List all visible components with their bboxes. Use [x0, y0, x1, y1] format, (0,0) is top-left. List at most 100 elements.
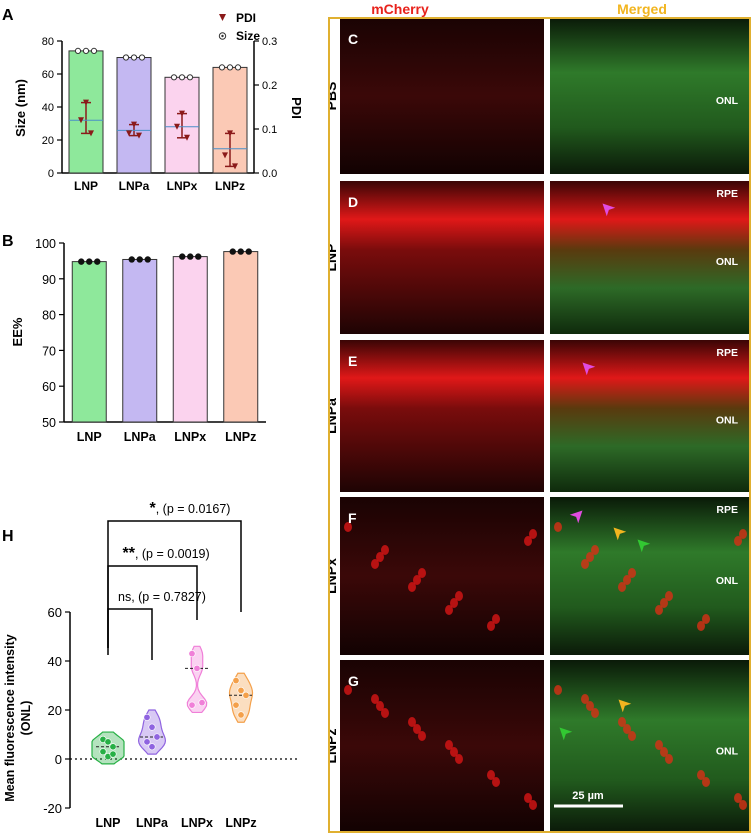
cell-red: [529, 800, 537, 810]
h-x-tick-label: LNP: [96, 816, 121, 830]
b-y-tick-label: 70: [42, 344, 56, 358]
h-point: [109, 750, 117, 758]
micro-tag-onl: ONL: [716, 575, 739, 587]
cell-merged: [628, 568, 636, 578]
cell-merged: [655, 740, 663, 750]
h-point: [148, 723, 156, 731]
micro-image-mcherry: [340, 497, 544, 655]
h-y-tick-label: 0: [55, 752, 62, 767]
col-separator: [544, 18, 550, 832]
b-point: [187, 253, 194, 260]
h-y-axis-label-line2: (ONL): [19, 701, 33, 736]
a-pdi-point: [222, 152, 228, 159]
b-point: [94, 258, 101, 265]
cell-red: [492, 614, 500, 624]
cell-red: [381, 708, 389, 718]
h-sig-bracket: [107, 565, 198, 648]
panel-b-chart: B EE% 50 60 70 80 90 100 LNP LNPa LNPx LNPz: [2, 233, 266, 444]
cell-merged: [702, 614, 710, 624]
a-y2-tick-label: 0.2: [262, 80, 277, 92]
a-pdi-point: [78, 117, 84, 124]
cell-merged: [739, 800, 747, 810]
h-sig-bracket: [107, 520, 242, 648]
cell-merged: [702, 777, 710, 787]
cell-red: [450, 747, 458, 757]
micro-row-label: LNPx: [328, 558, 339, 594]
h-point: [237, 711, 245, 719]
cell-red: [413, 724, 421, 734]
b-point: [245, 248, 252, 255]
a-size-point: [170, 74, 178, 81]
micro-image-mcherry: [340, 340, 544, 492]
h-violin: [186, 645, 208, 714]
cell-red: [408, 717, 416, 727]
arrow-marker: [613, 527, 627, 541]
h-y-tick-label: 60: [48, 605, 62, 620]
cell-red: [381, 545, 389, 555]
cell-red: [524, 536, 532, 546]
microscopy-grid: mCherry Merged C PBS ONL D LNP RPE ONL E LNPa RPE…: [328, 1, 751, 833]
h-x-tick-label: LNPz: [225, 816, 256, 830]
micro-image-mcherry: [340, 18, 544, 174]
cell-merged: [591, 545, 599, 555]
a-x-tick-label: LNPz: [215, 179, 245, 193]
a-pdi-point: [174, 123, 180, 130]
b-bar: [172, 256, 208, 423]
micro-tag-onl: ONL: [716, 95, 739, 107]
b-y-tick-label: 80: [42, 309, 56, 323]
h-y-axis-label-line1: Mean fluorescence intensity: [3, 634, 17, 801]
legend-size-label: Size: [236, 29, 260, 43]
h-point: [232, 677, 240, 685]
arrow-marker: [618, 699, 632, 713]
legend-pdi-marker: [219, 14, 226, 21]
cell-red: [344, 685, 352, 695]
micro-tag-rpe: RPE: [716, 504, 738, 516]
b-y-tick-label: 60: [42, 380, 56, 394]
micro-panel-letter: E: [348, 353, 357, 369]
panel-a-chart: A Size (nm) PDI PDI Size 0 20 40 60 80 0.0 0.1…: [2, 7, 304, 193]
a-size-point: [122, 54, 130, 61]
cell-merged: [623, 724, 631, 734]
a-pdi-point: [227, 130, 233, 137]
h-x-tick-label: LNPa: [136, 816, 169, 830]
h-y-tick-label: 40: [48, 654, 62, 669]
a-pdi-point: [88, 130, 94, 137]
a-x-tick-label: LNP: [74, 179, 98, 193]
a-legend: PDI Size: [218, 11, 260, 43]
h-point: [232, 701, 240, 709]
a-y2-axis-label: PDI: [289, 97, 304, 119]
a-size-point: [138, 54, 146, 61]
b-y-tick-label: 50: [42, 416, 56, 430]
legend-pdi-label: PDI: [236, 11, 256, 25]
cell-red: [418, 568, 426, 578]
micro-rows: C PBS ONL D LNP RPE ONL E LNPa RPE ONL F LNPx RPE ONL G…: [328, 18, 750, 832]
a-y2-tick-label: 0.3: [262, 36, 277, 48]
h-sig-annotation: ns, (p = 0.7827): [118, 590, 206, 604]
row-label-strip: [328, 497, 340, 655]
a-size-point: [74, 47, 82, 55]
b-y-axis-label: EE%: [10, 317, 25, 346]
micro-panel-letter: G: [348, 673, 359, 689]
panel-h-chart: H Mean fluorescence intensity (ONL) -20 0…: [2, 500, 300, 830]
micro-image-mcherry: [340, 660, 544, 832]
row-label-strip: [328, 340, 340, 492]
cell-red: [371, 559, 379, 569]
cell-merged: [734, 536, 742, 546]
micro-image-merged: [550, 18, 750, 174]
micro-tag-rpe: RPE: [716, 188, 738, 200]
cell-red: [487, 770, 495, 780]
a-size-point: [186, 74, 194, 81]
b-point: [179, 253, 186, 260]
b-x-tick-label: LNPx: [174, 430, 206, 444]
cell-merged: [697, 770, 705, 780]
micro-image-merged: [550, 497, 750, 655]
cell-red: [529, 529, 537, 539]
a-x-tick-label: LNPa: [119, 179, 150, 193]
row-label-strip: [328, 181, 340, 334]
h-sig-bracket: [107, 608, 153, 660]
cell-merged: [739, 529, 747, 539]
h-point: [188, 650, 196, 658]
b-point: [86, 258, 93, 265]
cell-merged: [665, 591, 673, 601]
cell-red: [344, 522, 352, 532]
